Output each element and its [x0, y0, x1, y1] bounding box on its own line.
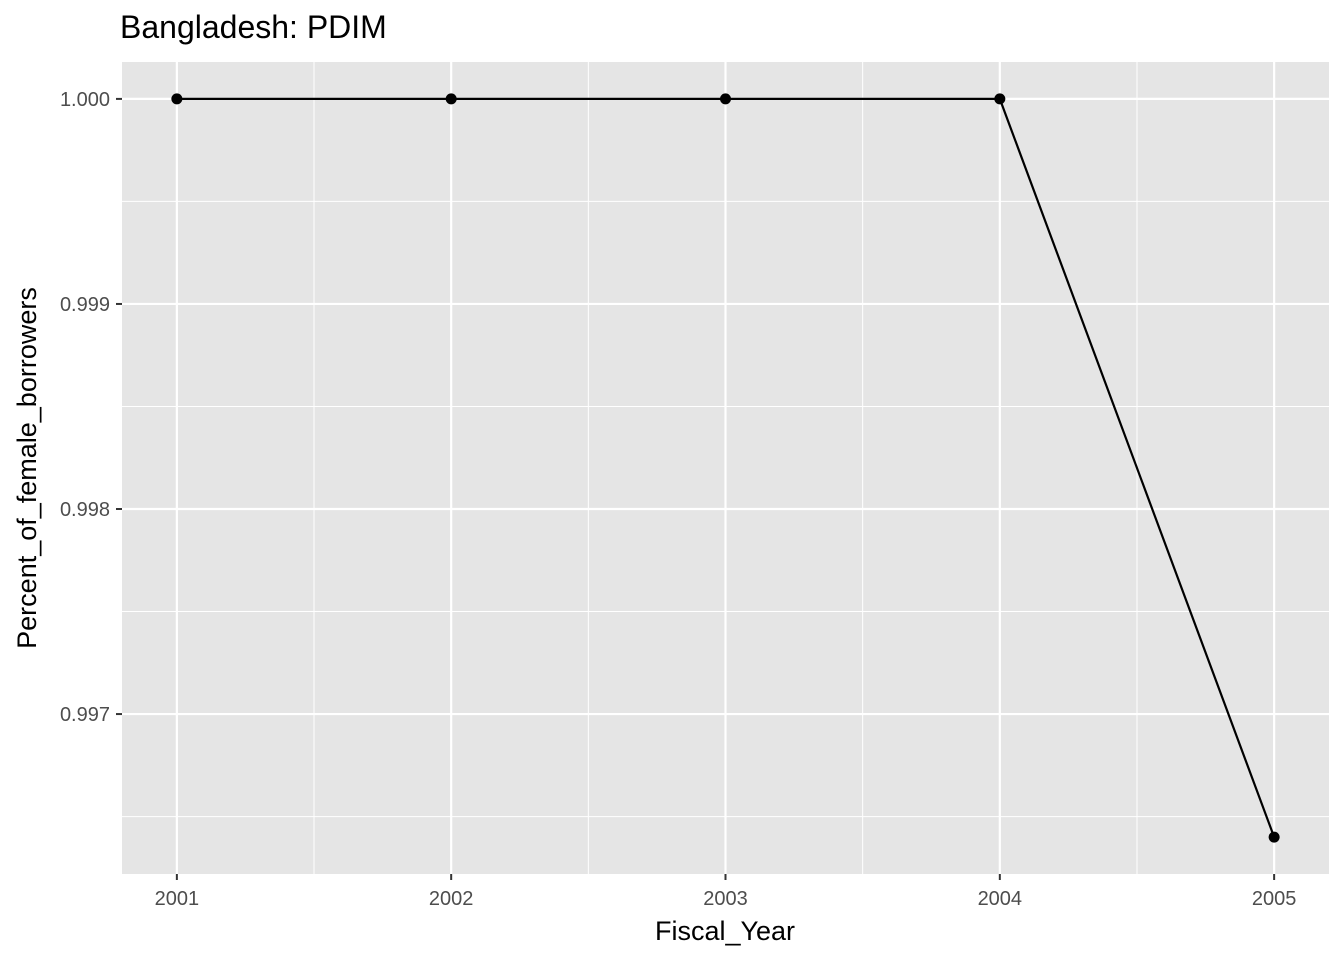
y-tick-label: 0.998 [60, 499, 110, 521]
x-tick-label: 2002 [429, 888, 474, 910]
y-tick-label: 0.997 [60, 704, 110, 726]
x-tick-label: 2004 [978, 888, 1023, 910]
y-axis: 0.997 0.998 0.999 1.000 [60, 89, 122, 726]
x-axis-title: Fiscal_Year [655, 916, 795, 946]
y-axis-title: Percent_of_female_borrowers [12, 287, 42, 649]
data-point [445, 93, 457, 105]
data-point [994, 93, 1006, 105]
y-tick-label: 0.999 [60, 294, 110, 316]
x-tick-label: 2003 [703, 888, 748, 910]
chart-title: Bangladesh: PDIM [120, 9, 387, 45]
x-axis: 2001 2002 2003 2004 2005 [155, 874, 1297, 910]
x-tick-label: 2005 [1252, 888, 1297, 910]
grid-lines [122, 62, 1329, 874]
series-group [171, 93, 1280, 843]
x-tick-label: 2001 [155, 888, 200, 910]
data-point [1268, 831, 1280, 843]
data-point [171, 93, 183, 105]
data-point [720, 93, 731, 105]
y-tick-label: 1.000 [60, 89, 110, 111]
